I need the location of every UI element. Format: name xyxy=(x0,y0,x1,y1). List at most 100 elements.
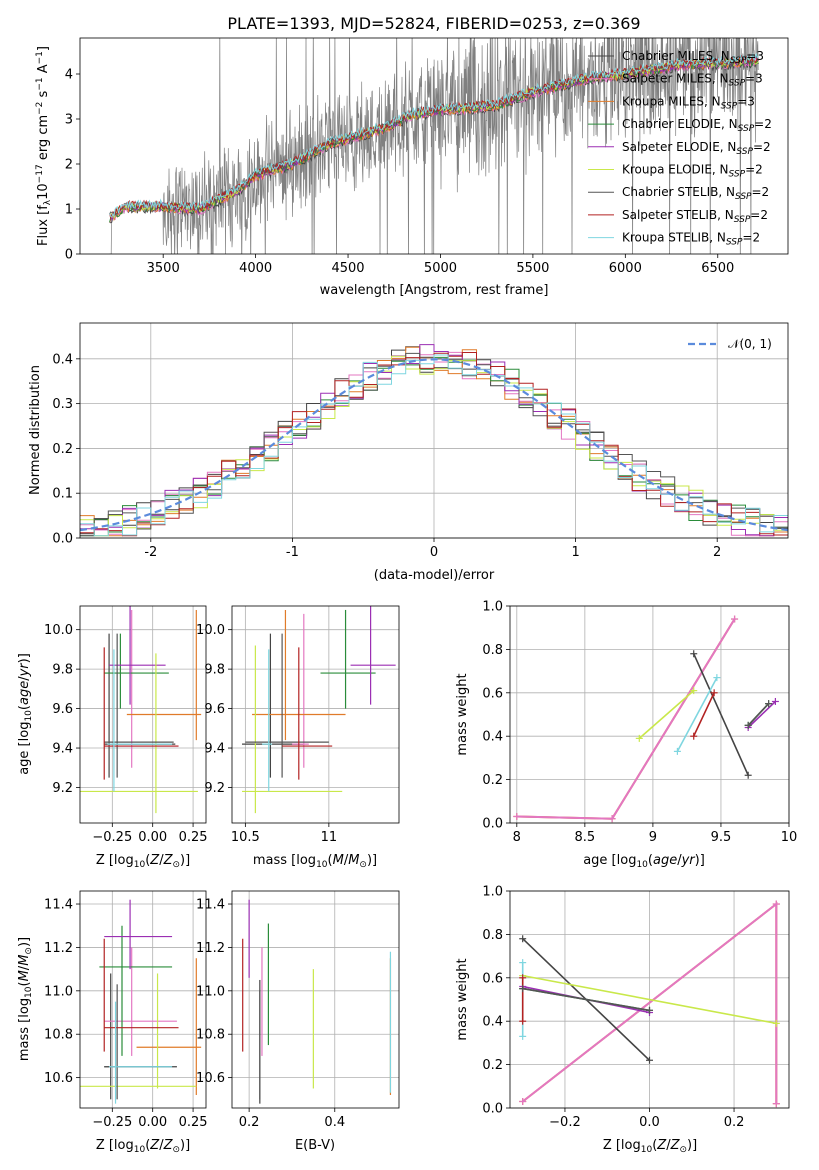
y-tick-label: 0.8 xyxy=(482,643,503,658)
x-tick-label: 8.5 xyxy=(575,830,596,845)
spectrum-legend: Chabrier MILES, NSSP=3 Salpeter MILES, NS… xyxy=(588,49,772,248)
x-tick-label: −0.2 xyxy=(549,1115,581,1130)
massweight_vs_Z-frame: −0.2 0.0 0.2 0.0 0.2 0.4 0.6 0.8 1.0 mass weight Z… xyxy=(455,885,790,1155)
x-tick-label: 0 xyxy=(430,545,438,560)
spectrum-xlabel: wavelength [Angstrom, rest frame] xyxy=(320,283,549,298)
mass-axis-label: mass [log10(M/M⊙)] xyxy=(17,937,34,1061)
x-tick-label: 10.5 xyxy=(231,830,260,845)
x-tick-label: 8 xyxy=(513,830,521,845)
massweight_vs_Z-axes: −0.2 0.0 0.2 0.0 0.2 0.4 0.6 0.8 1.0 mass weight Z… xyxy=(455,885,790,1155)
mass_vs_Z-frame: −0.25 0.00 0.25 10.6 10.8 11.0 11.2 11.4 Z [log1… xyxy=(17,890,208,1155)
y-tick-label: 1.0 xyxy=(482,885,503,900)
model-spectrum-kroupa-stelib xyxy=(109,52,759,219)
y-tick-label: 9.6 xyxy=(204,702,225,717)
y-tick-label: 0.4 xyxy=(482,1015,503,1030)
massweight-line-chabrier-stelib xyxy=(522,987,650,1012)
y-tick-label: 10.6 xyxy=(196,1071,225,1086)
massweight-line-kroupa-elodie xyxy=(638,689,695,740)
massweight-line-kroupa-elodie xyxy=(522,974,777,1025)
mass_vs_Z-grid xyxy=(80,891,206,1108)
y-tick-label: 9.8 xyxy=(52,663,73,678)
y-tick-label: 1.0 xyxy=(482,600,503,615)
y-tick-label: 0.2 xyxy=(52,442,73,457)
legend-entry-chabrier-stelib: Chabrier STELIB, NSSP=2 xyxy=(622,185,769,202)
residuals-ylabel: Normed distribution xyxy=(28,365,43,495)
legend-entry-salpeter-stelib: Salpeter STELIB, NSSP=2 xyxy=(622,208,768,225)
y-tick-label: 9.8 xyxy=(204,663,225,678)
x-tick-label: −0.25 xyxy=(92,830,132,845)
x-tick-label: 10 xyxy=(781,830,798,845)
age_vs_Z-frame: −0.25 0.00 0.25 9.2 9.4 9.6 9.8 10.0 Z [log10(Z/… xyxy=(17,605,208,870)
age_vs_mass-grid xyxy=(232,606,399,823)
legend-entry-kroupa-stelib: Kroupa STELIB, NSSP=2 xyxy=(622,231,760,248)
x-tick-label: 3500 xyxy=(147,261,180,276)
mass_vs_EBV-border xyxy=(231,890,400,1109)
y-tick-label: 10.6 xyxy=(44,1071,73,1086)
mass_vs_Z-border xyxy=(79,890,207,1109)
y-tick-label: 0.4 xyxy=(52,352,73,367)
x-tick-label: 6000 xyxy=(609,261,642,276)
legend-entry-salpeter-elodie: Salpeter ELODIE, NSSP=2 xyxy=(622,140,771,157)
massweight_vs_Z-plot xyxy=(519,900,780,1108)
age-axis-label: age [log10(age/yr)] xyxy=(17,653,34,775)
z-axis-label: Z [log10(Z/Z⊙)] xyxy=(603,1138,697,1155)
mass_vs_Z-axes: −0.25 0.00 0.25 10.6 10.8 11.0 11.2 11.4 Z [log1… xyxy=(17,890,208,1155)
y-tick-label: 9.2 xyxy=(52,781,73,796)
x-tick-label: 4000 xyxy=(239,261,272,276)
y-tick-label: 0.2 xyxy=(482,1058,503,1073)
massweight-ylabel: mass weight xyxy=(455,673,470,755)
x-tick-label: 0.25 xyxy=(179,1115,208,1130)
y-tick-label: 0.3 xyxy=(52,397,73,412)
y-tick-label: 11.0 xyxy=(44,984,73,999)
y-tick-label: 0 xyxy=(65,248,73,263)
figure-title: PLATE=1393, MJD=52824, FIBERID=0253, z=0… xyxy=(227,14,640,33)
y-tick-label: 3 xyxy=(65,113,73,128)
mass-axis-label: mass [log10(M/M⊙)] xyxy=(253,853,377,870)
y-tick-label: 4 xyxy=(65,68,73,83)
massweight_vs_age-plot xyxy=(513,615,779,823)
y-tick-label: 10.8 xyxy=(196,1028,225,1043)
x-tick-label: 1 xyxy=(571,545,579,560)
residuals-xlabel: (data-model)/error xyxy=(374,568,495,583)
age_vs_mass-frame: 10.5 11 9.2 9.4 9.6 9.8 10.0 mass [log10(M/M⊙)] xyxy=(196,605,400,870)
age-axis-label-group: age [log10(age/yr)] xyxy=(17,653,34,775)
model-spectrum-salpeter-stelib xyxy=(109,54,759,220)
residuals-axes: -2 -1 0 1 2 0.0 0.1 0.2 0.3 0.4 𝒩(0, 1) (data-model… xyxy=(28,322,789,583)
x-tick-label: 0.2 xyxy=(724,1115,745,1130)
residuals-frame: -2 -1 0 1 2 0.0 0.1 0.2 0.3 0.4 𝒩(0, 1) (data-model… xyxy=(28,322,789,583)
residual-histogram-kroupa-elodie xyxy=(80,355,788,537)
age_vs_mass-axes: 10.5 11 9.2 9.4 9.6 9.8 10.0 mass [log10(M/M⊙)] xyxy=(196,605,400,870)
x-tick-label: -1 xyxy=(286,545,299,560)
massweight-line-chabrier-stelib xyxy=(747,703,770,726)
y-tick-label: 0.8 xyxy=(482,928,503,943)
y-tick-label: 9.6 xyxy=(52,702,73,717)
spectrum-axes: 3500 4000 4500 5000 5500 6000 6500 0 1 2 3 4 Chabrie… xyxy=(35,37,789,298)
massweight-line-salpeter-elodie xyxy=(747,700,776,729)
residuals-plot xyxy=(80,344,788,537)
legend-entry-kroupa-miles: Kroupa MILES, NSSP=3 xyxy=(622,94,755,111)
massweight_vs_Z-border xyxy=(509,890,790,1109)
x-tick-label: 9 xyxy=(649,830,657,845)
x-tick-label: 9.5 xyxy=(711,830,732,845)
y-tick-label: 11.4 xyxy=(196,898,225,913)
spectrum-frame: 3500 4000 4500 5000 5500 6000 6500 0 1 2 3 4 Chabrie… xyxy=(35,37,789,298)
x-tick-label: 0.4 xyxy=(324,1115,345,1130)
y-tick-label: 10.8 xyxy=(44,1028,73,1043)
age_vs_Z-axes: −0.25 0.00 0.25 9.2 9.4 9.6 9.8 10.0 Z [log10(Z/… xyxy=(17,605,208,870)
y-tick-label: 0.4 xyxy=(482,730,503,745)
age_vs_mass-border xyxy=(231,605,400,824)
data-spectrum xyxy=(109,38,759,254)
massweight_vs_age-border xyxy=(509,605,790,824)
x-tick-label: 11 xyxy=(321,830,338,845)
age_vs_Z-border xyxy=(79,605,207,824)
massweight-line-kroupa-stelib xyxy=(676,677,718,752)
massweight-ylabel: mass weight xyxy=(455,958,470,1040)
age_vs_Z-grid xyxy=(80,606,206,823)
spectrum-ylabel-text: Flux [fλ10−17 erg cm−2 s−1 A−1] xyxy=(35,46,53,246)
spectrum-border xyxy=(79,37,789,255)
spectrum-ylabel: Flux [fλ10−17 erg cm−2 s−1 A−1] xyxy=(35,46,53,246)
x-tick-label: -2 xyxy=(144,545,157,560)
y-tick-label: 0.0 xyxy=(482,1102,503,1117)
y-tick-label: 10.0 xyxy=(196,623,225,638)
y-tick-label: 0.2 xyxy=(482,773,503,788)
